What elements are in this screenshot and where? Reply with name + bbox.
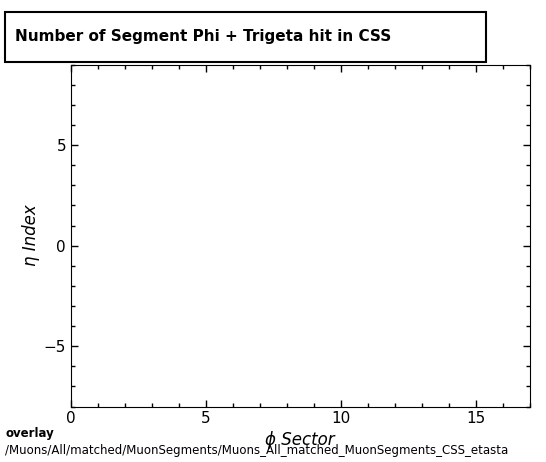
Y-axis label: η Index: η Index: [22, 205, 39, 267]
Text: /Muons/All/matched/MuonSegments/Muons_All_matched_MuonSegments_CSS_etasta: /Muons/All/matched/MuonSegments/Muons_Al…: [5, 444, 509, 457]
Text: Number of Segment Phi + Trigeta hit in CSS: Number of Segment Phi + Trigeta hit in C…: [15, 30, 391, 44]
X-axis label: ϕ Sector: ϕ Sector: [265, 431, 335, 449]
Text: overlay: overlay: [5, 427, 54, 440]
